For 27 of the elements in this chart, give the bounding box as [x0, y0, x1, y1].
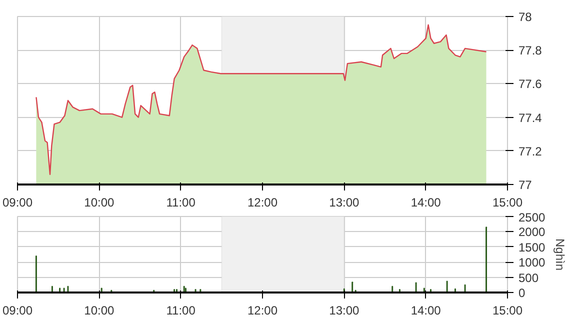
x-tick-label: 15:00 [492, 196, 523, 210]
x-tick-label: 11:00 [166, 196, 196, 210]
y-tick-label: 77.6 [518, 77, 542, 92]
x-tick-label: 13:00 [329, 304, 360, 318]
y-tick-label: 500 [518, 270, 539, 285]
x-tick-label: 12:00 [247, 304, 278, 318]
y-tick-label: 2500 [518, 210, 546, 224]
y-tick-label: 2000 [518, 225, 546, 240]
y-tick-label: 0 [518, 286, 526, 300]
y-tick-label: 1500 [518, 240, 546, 254]
x-tick-label: 11:00 [166, 304, 196, 318]
y-tick-label: 77.4 [518, 110, 542, 125]
x-tick-label: 14:00 [410, 304, 442, 318]
y-tick-label: 1000 [518, 256, 546, 270]
x-tick-label: 15:00 [492, 304, 523, 318]
x-tick-label: 13:00 [329, 196, 360, 210]
x-tick-label: 09:00 [2, 304, 33, 318]
y-tick-label: 77 [518, 178, 532, 192]
x-tick-label: 10:00 [84, 196, 115, 210]
y-tick-label: 77.2 [518, 144, 542, 158]
y-tick-label: 77.8 [518, 44, 542, 58]
x-tick-label: 10:00 [84, 304, 115, 318]
y-tick-label: 78 [518, 10, 532, 24]
x-tick-label: 12:00 [247, 196, 278, 210]
x-tick-label: 14:00 [410, 196, 442, 210]
x-tick-label: 09:00 [2, 196, 33, 210]
y-axis-title: Nghìn [553, 238, 568, 271]
